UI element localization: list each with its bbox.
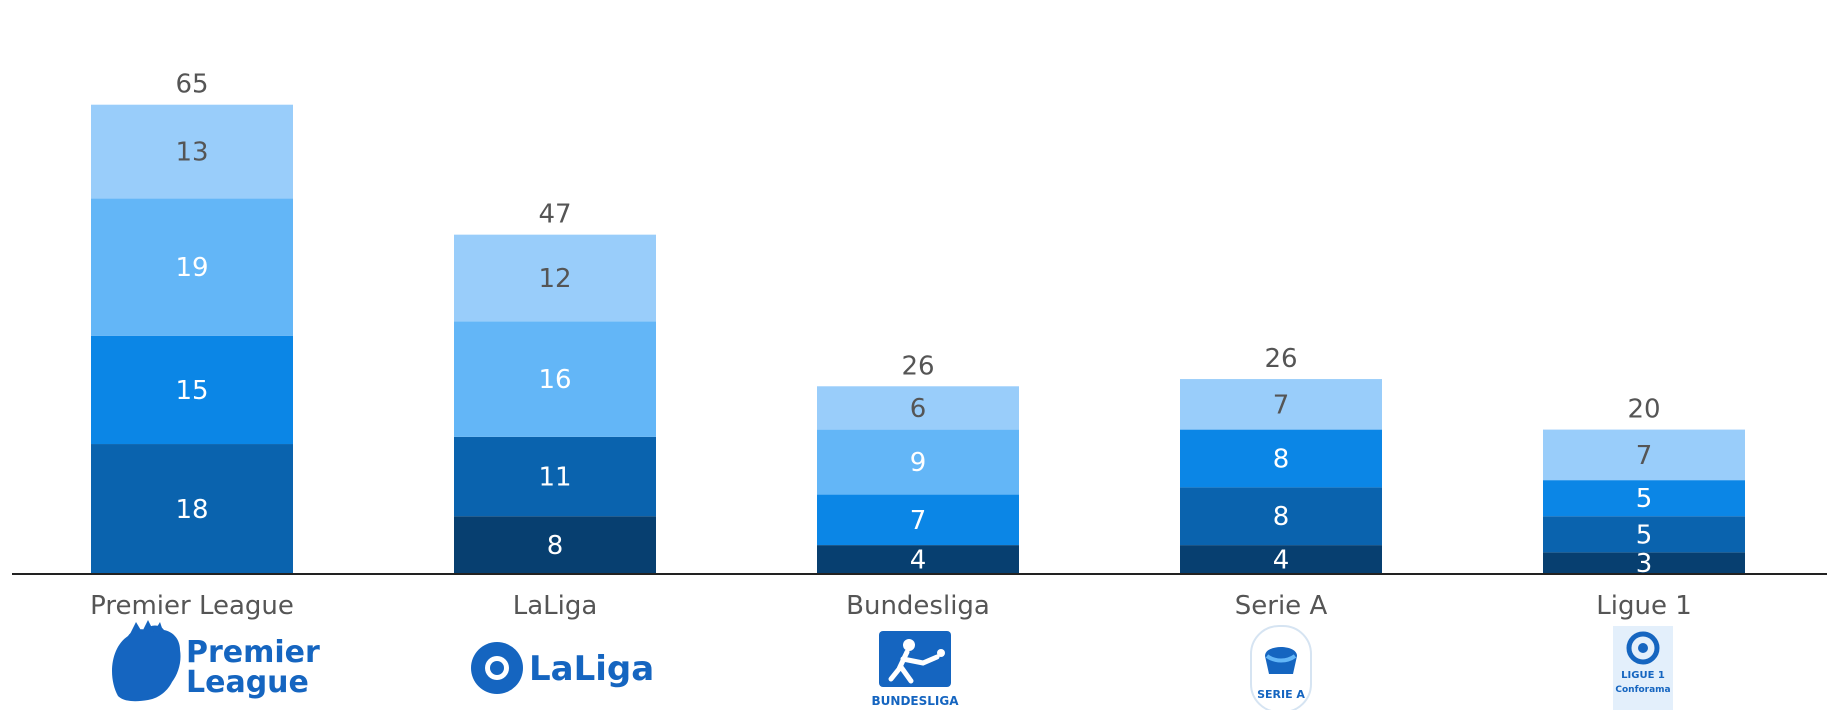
segment-value-label: 15 xyxy=(175,376,208,406)
bar-segment xyxy=(454,436,656,517)
bar-segment xyxy=(1543,516,1745,553)
premier-league-logo-line1: Premier xyxy=(186,635,320,670)
bar-segment xyxy=(454,234,656,322)
bar-segment xyxy=(1180,545,1382,574)
laliga-logo: LaLiga xyxy=(471,642,654,694)
segment-value-label: 19 xyxy=(175,253,208,283)
segment-value-label: 5 xyxy=(1636,484,1653,514)
segment-value-label: 7 xyxy=(910,506,927,536)
ligue-1-logo-line1: LIGUE 1 xyxy=(1621,670,1665,681)
bar-segment xyxy=(1180,487,1382,546)
serie-a-logo-text: SERIE A xyxy=(1257,688,1305,701)
segment-value-label: 13 xyxy=(175,138,208,168)
segment-value-label: 4 xyxy=(910,546,927,576)
segment-value-label: 9 xyxy=(910,448,927,478)
segment-value-label: 12 xyxy=(538,264,571,294)
total-value-label: 26 xyxy=(1264,344,1297,374)
segment-value-label: 8 xyxy=(1273,502,1290,532)
bar-segment xyxy=(91,335,293,445)
segment-value-label: 8 xyxy=(1273,444,1290,474)
premier-league-logo-line2: League xyxy=(186,665,309,700)
bar-segment xyxy=(1180,429,1382,488)
category-label: LaLiga xyxy=(513,591,598,621)
ligue-1-emblem-icon xyxy=(1626,631,1660,665)
total-value-label: 26 xyxy=(901,351,934,381)
bar-segment xyxy=(91,444,293,574)
total-value-label: 47 xyxy=(538,200,571,230)
category-label: Bundesliga xyxy=(846,591,990,621)
bar-segment xyxy=(1543,480,1745,517)
category-label: Premier League xyxy=(90,591,294,621)
ligue-1-logo: LIGUE 1 Conforama xyxy=(1613,626,1673,710)
segment-value-label: 3 xyxy=(1636,549,1653,579)
total-value-label: 20 xyxy=(1627,395,1660,425)
bar-segment xyxy=(454,516,656,574)
segment-value-label: 7 xyxy=(1636,441,1653,471)
bar-segment xyxy=(91,104,293,199)
bar-segment xyxy=(1180,379,1382,430)
total-value-label: 65 xyxy=(175,70,208,100)
laliga-logo-text: LaLiga xyxy=(529,649,654,689)
segment-value-label: 18 xyxy=(175,495,208,525)
bar-segment xyxy=(817,545,1019,574)
bundesliga-logo-text: BUNDESLIGA xyxy=(872,694,960,708)
segment-value-label: 11 xyxy=(538,463,571,493)
bar-segment xyxy=(1543,429,1745,481)
premier-league-logo: Premier League xyxy=(112,620,320,702)
serie-a-logo: SERIE A xyxy=(1250,625,1312,710)
ligue-1-logo-line2: Conforama xyxy=(1615,685,1670,695)
bar-segment xyxy=(817,494,1019,546)
category-label: Ligue 1 xyxy=(1596,591,1692,621)
segment-value-label: 7 xyxy=(1273,390,1290,420)
bar-segment xyxy=(91,198,293,336)
bar-segment xyxy=(1543,552,1745,574)
bar-segment xyxy=(454,321,656,437)
bars-layer xyxy=(91,104,1745,574)
ligue-1-emblem-bg xyxy=(1613,626,1673,710)
segment-value-label: 8 xyxy=(547,531,564,561)
category-label: Serie A xyxy=(1235,591,1328,621)
bundesliga-logo: BUNDESLIGA xyxy=(872,631,960,708)
segment-value-label: 6 xyxy=(910,394,927,424)
lion-head-icon xyxy=(112,625,181,702)
segment-value-label: 4 xyxy=(1273,546,1290,576)
bar-segment xyxy=(817,386,1019,430)
bar-segment xyxy=(817,429,1019,495)
segment-value-label: 16 xyxy=(538,365,571,395)
segment-value-label: 5 xyxy=(1636,520,1653,550)
